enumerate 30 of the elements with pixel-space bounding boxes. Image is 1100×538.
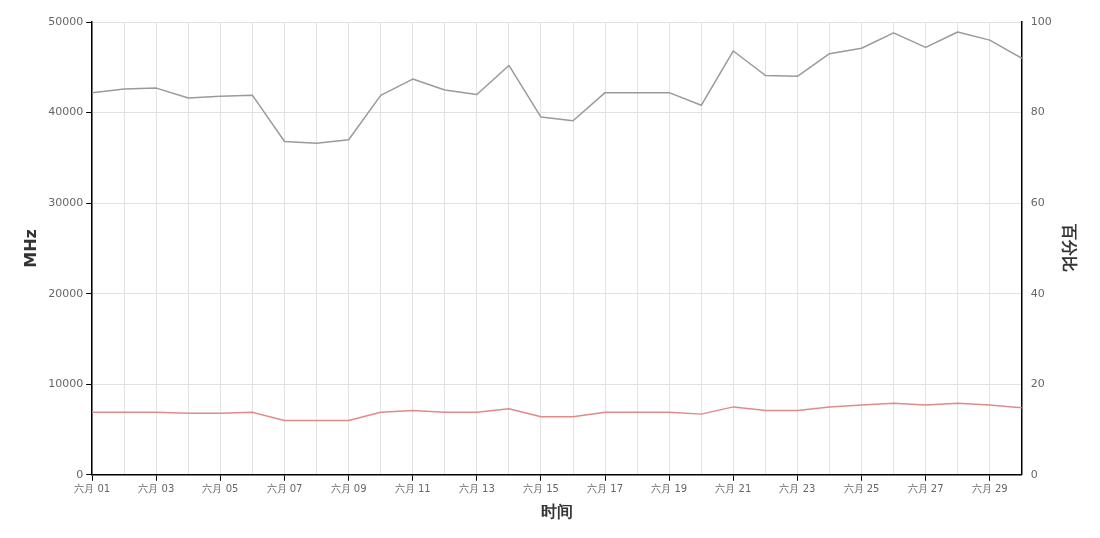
x-tick-label: 六月 15 [523,483,559,495]
x-axis-title: 时间 [541,501,573,521]
x-tick-label: 六月 29 [971,483,1008,495]
x-tick-label: 六月 17 [587,483,624,495]
y-axis-title: MHz [20,229,40,268]
y2-axis-title: 百分比 [1060,223,1080,273]
y2-tick-label: 0 [1030,467,1038,481]
y-tick-label: 0 [76,467,84,481]
x-tick-label: 六月 07 [266,483,303,495]
y2-tick-label: 40 [1030,286,1045,300]
x-tick-label: 六月 01 [74,483,111,495]
y2-tick-label: 100 [1030,14,1052,28]
y-tick-label: 30000 [48,195,84,209]
x-tick-label: 六月 03 [138,483,175,495]
x-tick-label: 六月 19 [651,483,688,495]
x-tick-label: 六月 11 [394,483,431,495]
y-tick-label: 40000 [48,105,84,119]
y-tick-label: 50000 [48,14,84,28]
x-tick-label: 六月 23 [779,483,816,495]
x-tick-label: 六月 21 [715,483,752,495]
x-tick-label: 六月 13 [458,483,495,495]
y2-tick-label: 60 [1030,195,1045,209]
x-tick-label: 六月 25 [843,483,880,495]
y-tick-label: 10000 [48,377,84,391]
y2-tick-label: 20 [1030,377,1045,391]
y-tick-label: 20000 [48,286,84,300]
x-tick-label: 六月 27 [907,483,944,495]
x-tick-label: 六月 05 [202,483,239,495]
y2-tick-label: 80 [1030,105,1045,119]
x-tick-label: 六月 09 [330,483,367,495]
